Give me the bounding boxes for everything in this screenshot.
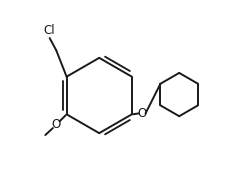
Text: O: O (51, 118, 61, 131)
Text: O: O (137, 107, 146, 120)
Text: Cl: Cl (43, 24, 54, 37)
